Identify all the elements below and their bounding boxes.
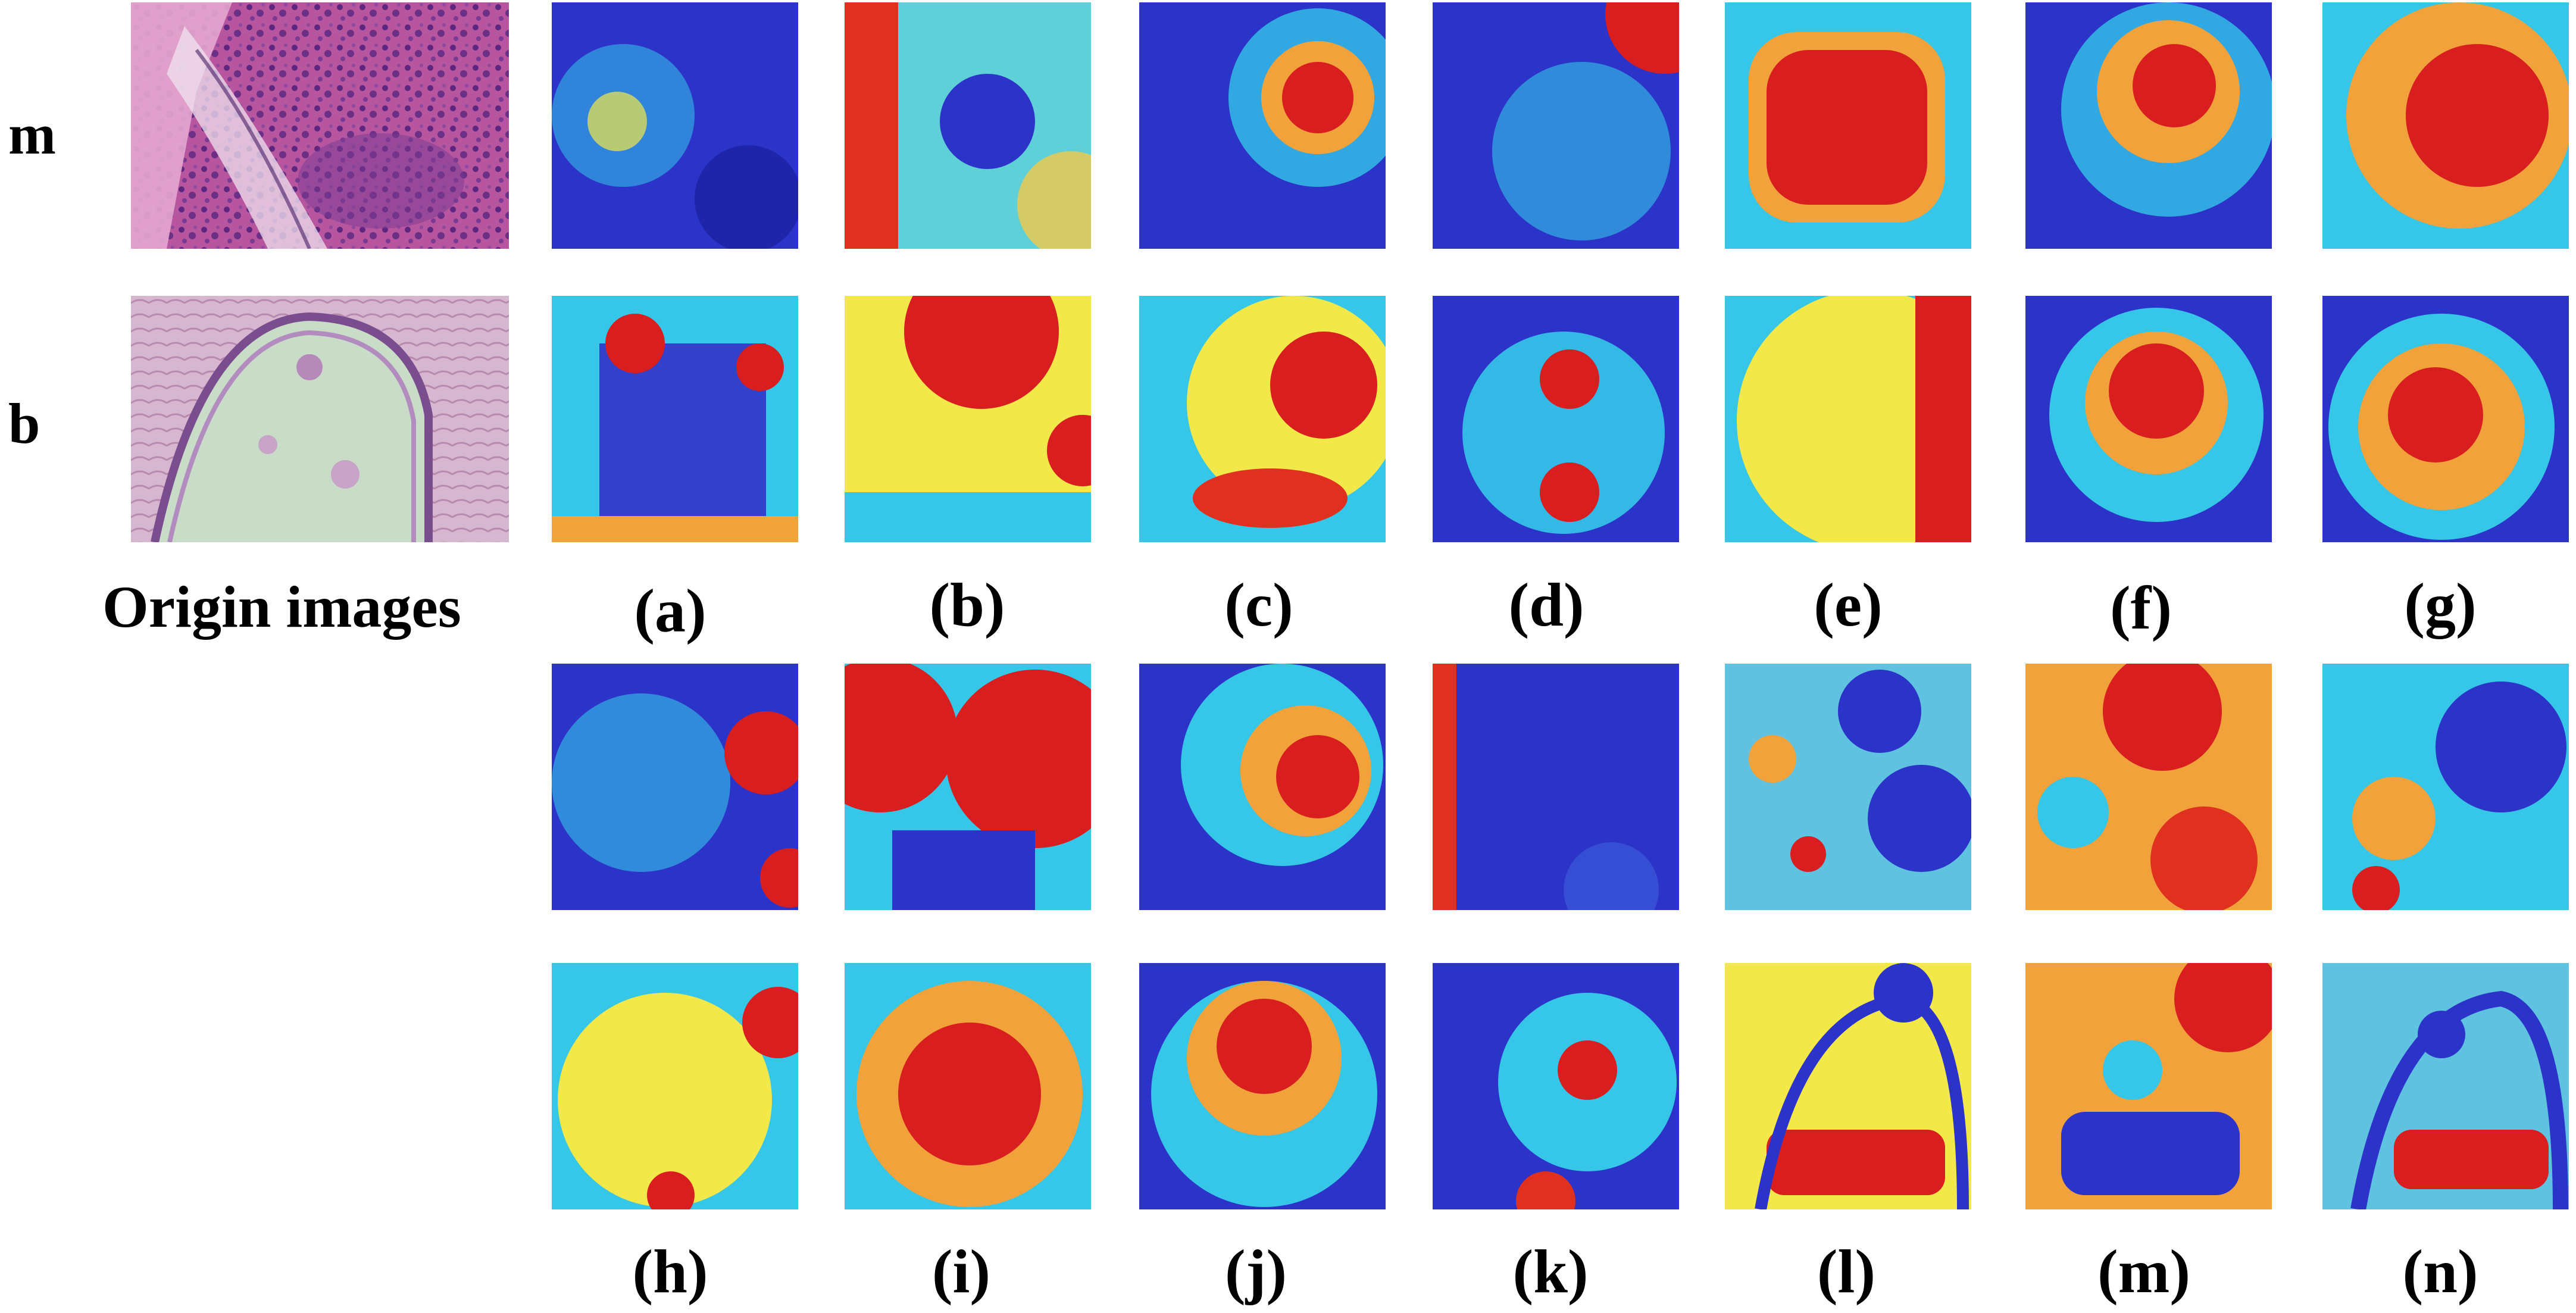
heatmap-a-malignant (552, 2, 798, 249)
caption-e: (e) (1814, 571, 1883, 639)
caption-g: (g) (2404, 571, 2477, 639)
heatmap-e-benign (1725, 296, 1971, 542)
caption-k: (k) (1512, 1237, 1589, 1306)
caption-m: (m) (2097, 1237, 2190, 1306)
heatmap-d-malignant (1433, 2, 1679, 249)
caption-j: (j) (1225, 1237, 1287, 1306)
caption-a: (a) (634, 577, 706, 645)
heatmap-g-malignant (2322, 2, 2569, 249)
heatmap-c-benign (1139, 296, 1386, 542)
heatmap-b-benign (845, 296, 1091, 542)
caption-l: (l) (1817, 1237, 1876, 1306)
heatmap-d-benign (1433, 296, 1679, 542)
caption-c: (c) (1224, 571, 1293, 639)
heatmap-g-benign (2322, 296, 2569, 542)
heatmap-h-benign (552, 963, 798, 1209)
heatmap-c-malignant (1139, 2, 1386, 249)
heatmap-m-benign (2025, 963, 2272, 1209)
heatmap-l-malignant (1725, 664, 1971, 910)
heatmap-n-benign (2322, 963, 2569, 1209)
origin-images-caption: Origin images (102, 574, 461, 640)
heatmap-k-malignant (1433, 664, 1679, 910)
heatmap-i-benign (845, 963, 1091, 1209)
origin-image-malignant (131, 2, 509, 249)
heatmap-j-benign (1139, 963, 1386, 1209)
heatmap-b-malignant (845, 2, 1091, 249)
heatmap-l-benign (1725, 963, 1971, 1209)
heatmap-f-malignant (2025, 2, 2272, 249)
heatmap-i-malignant (845, 664, 1091, 910)
heatmap-k-benign (1433, 963, 1679, 1209)
origin-image-benign (131, 296, 509, 542)
caption-d: (d) (1508, 571, 1584, 639)
caption-n: (n) (2402, 1237, 2478, 1306)
row-label-m: m (8, 102, 56, 166)
caption-f: (f) (2110, 574, 2172, 642)
heatmap-m-malignant (2025, 664, 2272, 910)
heatmap-h-malignant (552, 664, 798, 910)
heatmap-a-benign (552, 296, 798, 542)
heatmap-j-malignant (1139, 664, 1386, 910)
caption-b: (b) (929, 571, 1005, 639)
caption-h: (h) (632, 1237, 708, 1306)
heatmap-e-malignant (1725, 2, 1971, 249)
row-label-b: b (8, 392, 40, 455)
heatmap-f-benign (2025, 296, 2272, 542)
caption-i: (i) (931, 1237, 991, 1306)
heatmap-n-malignant (2322, 664, 2569, 910)
